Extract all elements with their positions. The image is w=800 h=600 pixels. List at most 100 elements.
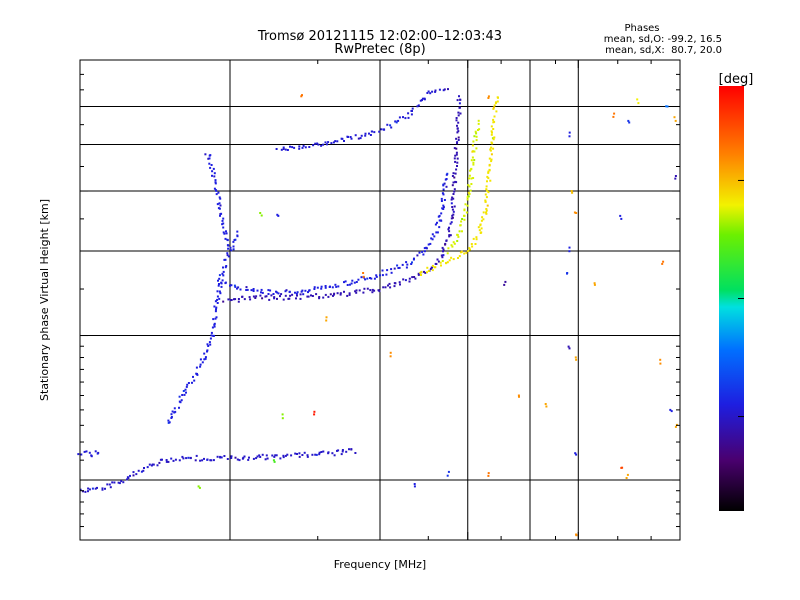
trace-point: [226, 252, 229, 255]
trace-point: [284, 454, 287, 457]
trace-point: [227, 247, 230, 250]
trace-point: [101, 487, 104, 490]
trace-point: [344, 280, 347, 283]
trace-point: [459, 112, 462, 115]
scatter-point: [198, 486, 201, 489]
trace-point: [453, 205, 456, 208]
trace-point: [395, 121, 398, 124]
trace-point: [448, 234, 451, 237]
trace-point: [214, 181, 217, 184]
scatter-point: [666, 105, 669, 108]
trace-point: [366, 277, 369, 280]
trace-point: [442, 208, 445, 210]
trace-point: [227, 298, 230, 301]
trace-point: [218, 290, 221, 293]
trace-point: [307, 291, 309, 294]
trace-point: [411, 261, 413, 264]
trace-point: [475, 132, 478, 135]
scatter-point: [636, 98, 639, 101]
trace-point: [407, 116, 410, 119]
trace-point: [475, 238, 478, 241]
trace-point: [187, 456, 190, 459]
trace-point: [466, 198, 469, 201]
trace-point: [328, 286, 331, 288]
trace-point: [490, 146, 493, 149]
trace-point: [216, 302, 219, 304]
scatter-point: [272, 459, 275, 462]
trace-point: [472, 177, 475, 179]
trace-point: [239, 288, 242, 291]
trace-point: [350, 282, 353, 285]
trace-point: [458, 102, 461, 105]
trace-point: [174, 458, 177, 461]
trace-point: [217, 279, 219, 282]
trace-point: [417, 272, 420, 275]
trace-point: [307, 295, 310, 298]
trace-point: [214, 179, 217, 182]
trace-point: [404, 279, 407, 282]
trace-point: [320, 287, 323, 290]
trace-point: [216, 295, 219, 298]
trace-point: [341, 137, 344, 140]
trace-point: [236, 230, 239, 233]
trace-point: [416, 254, 419, 257]
trace-point: [174, 410, 177, 413]
trace-point: [490, 125, 493, 128]
trace-point: [489, 148, 492, 151]
trace-point: [423, 270, 425, 273]
trace-point: [185, 385, 188, 388]
trace-point: [127, 477, 130, 480]
trace-point: [327, 141, 330, 144]
trace-point: [178, 406, 180, 409]
trace-point: [320, 285, 323, 288]
trace-point: [450, 221, 453, 224]
trace-point: [486, 189, 489, 192]
trace-point: [487, 170, 490, 173]
trace-point: [306, 455, 309, 458]
trace-point: [206, 343, 209, 346]
trace-point: [378, 130, 381, 133]
trace-point: [452, 197, 455, 200]
trace-point: [437, 260, 440, 263]
scatter-point: [300, 95, 303, 98]
trace-point: [218, 277, 221, 280]
trace-point: [250, 289, 253, 292]
trace-point: [411, 276, 414, 279]
trace-point: [399, 283, 401, 286]
trace-point: [478, 229, 481, 232]
scatter-point: [545, 405, 548, 408]
trace-point: [438, 219, 441, 222]
trace-point: [236, 234, 239, 237]
trace-point: [317, 143, 320, 146]
trace-point: [384, 286, 387, 289]
trace-point: [457, 130, 460, 133]
trace-point: [334, 283, 337, 286]
trace-point: [454, 154, 457, 157]
trace-point: [266, 457, 269, 460]
trace-point: [461, 230, 463, 233]
trace-point: [451, 196, 454, 199]
trace-point: [314, 453, 317, 456]
trace-point: [280, 148, 283, 151]
x-axis-label: Frequency [MHz]: [334, 558, 426, 571]
scatter-point: [568, 135, 571, 138]
trace-point: [450, 256, 453, 259]
trace-point: [218, 196, 221, 199]
trace-point: [458, 106, 461, 109]
trace-point: [466, 204, 469, 207]
trace-point: [426, 92, 429, 94]
trace-point: [346, 284, 349, 286]
trace-point: [474, 130, 477, 133]
trace-point: [452, 241, 455, 244]
scatter-point: [625, 477, 628, 479]
trace-point: [463, 218, 466, 221]
trace-point: [449, 222, 452, 225]
scatter-point: [503, 283, 506, 286]
trace-point: [487, 191, 490, 194]
trace-point: [104, 487, 106, 490]
trace-point: [469, 189, 472, 192]
trace-point: [301, 146, 304, 149]
trace-point: [434, 262, 437, 265]
trace-point: [444, 178, 447, 181]
trace-point: [389, 286, 392, 289]
